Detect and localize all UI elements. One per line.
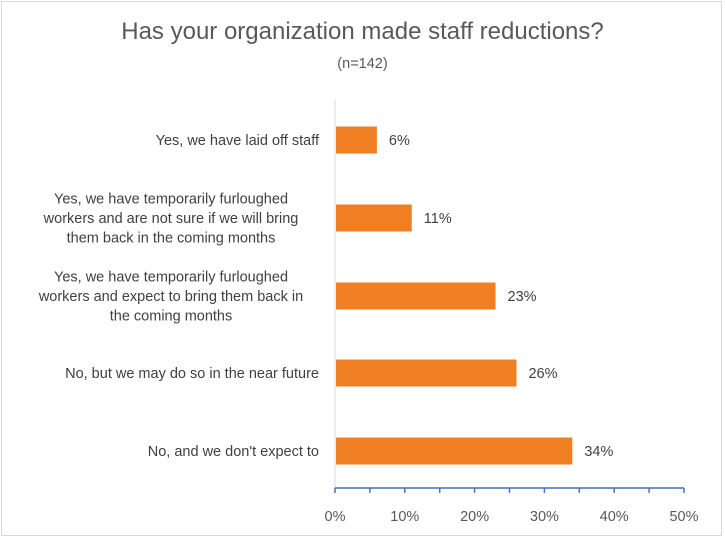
x-tick-label-0: 0% <box>325 509 346 525</box>
value-label-4: 26% <box>528 366 557 382</box>
x-tick-label-1: 10% <box>390 509 419 525</box>
value-label-5: 34% <box>584 444 613 460</box>
bar-3 <box>336 282 496 310</box>
x-tick-label-3: 30% <box>530 509 559 525</box>
x-tick-label-2: 20% <box>460 509 489 525</box>
value-label-2: 11% <box>424 211 452 227</box>
bar-1 <box>336 126 377 154</box>
bar-2 <box>336 204 412 232</box>
value-label-1: 6% <box>389 133 410 149</box>
chart-title: Has your organization made staff reducti… <box>121 18 604 45</box>
category-label-5: No, and we don't expect to <box>148 444 319 460</box>
x-tick-label-4: 40% <box>600 509 629 525</box>
bar-4 <box>336 359 517 387</box>
chart-subtitle: (n=142) <box>337 56 388 72</box>
category-label-3: Yes, we have temporarily furloughed worke… <box>38 270 303 325</box>
category-label-2: Yes, we have temporarily furloughed worke… <box>43 192 299 247</box>
bar-5 <box>336 437 573 465</box>
value-label-3: 23% <box>508 289 537 305</box>
x-tick-label-5: 50% <box>669 509 698 525</box>
category-label-4: No, but we may do so in the near future <box>65 366 319 382</box>
category-label-1: Yes, we have laid off staff <box>156 133 320 149</box>
